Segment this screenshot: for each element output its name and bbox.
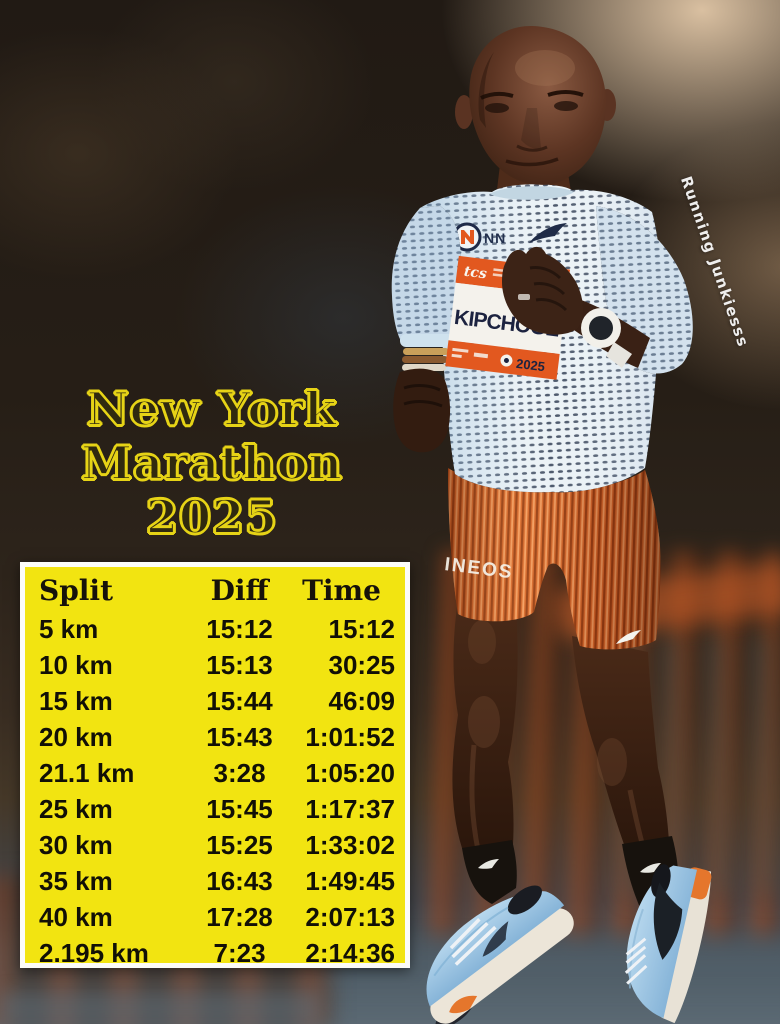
- shirt-collar: [490, 186, 574, 200]
- title-line-2: Marathon: [80, 435, 343, 491]
- bracelet: [403, 348, 449, 355]
- splits-table-body: 5 km 15:12 15:12 10 km 15:13 30:25 15 km 15:44 4…: [35, 611, 397, 971]
- table-row: 40 km 17:28 2:07:13: [35, 899, 397, 935]
- table-row: 21.1 km 3:28 1:05:20: [35, 755, 397, 791]
- table-row: 5 km 15:12 15:12: [35, 611, 397, 647]
- finger-creases: [403, 384, 443, 408]
- cell-split: 5 km: [39, 613, 99, 644]
- cell-time: 1:01:52: [305, 721, 395, 752]
- table-row: 15 km 15:44 46:09: [35, 683, 397, 719]
- splits-table-panel: Split Diff Time 5 km 15:12 15:12 10 km 15:13…: [20, 562, 410, 968]
- cell-diff: 15:43: [206, 721, 273, 752]
- cell-time: 2:07:13: [305, 901, 395, 932]
- table-row: 30 km 15:25 1:33:02: [35, 827, 397, 863]
- finger-creases: [529, 266, 568, 312]
- cell-time: 46:09: [328, 685, 396, 716]
- sleeve-cuff: [400, 334, 460, 347]
- right-shoe: [624, 864, 712, 1024]
- hand: [502, 246, 584, 335]
- cell-time: 15:12: [328, 613, 396, 644]
- nostril-line: [516, 144, 548, 152]
- temple-shadow: [478, 52, 494, 128]
- table-row: 25 km 15:45 1:17:37: [35, 791, 397, 827]
- ring: [518, 294, 530, 300]
- cell-split: 20 km: [39, 721, 113, 752]
- poster-title: New York Marathon 2025: [24, 381, 400, 545]
- table-header-row: Split Diff Time: [35, 569, 397, 611]
- chest-swoosh-icon: [529, 223, 567, 243]
- eye: [554, 101, 578, 111]
- header-diff: Diff: [210, 573, 269, 607]
- splits-table: Split Diff Time 5 km 15:12 15:12 10 km 15:13…: [35, 569, 397, 971]
- cell-split: 10 km: [39, 649, 113, 680]
- eyebrow: [547, 90, 584, 97]
- team-label: NN: [484, 230, 506, 246]
- cell-split: 2.195 km: [39, 937, 149, 968]
- bib-sponsor-label: tcs: [463, 264, 488, 283]
- mouth: [505, 157, 559, 167]
- cell-split: 25 km: [39, 793, 113, 824]
- cell-time: 1:17:37: [305, 793, 395, 824]
- cell-diff: 15:45: [206, 793, 273, 824]
- bracelet: [402, 356, 448, 363]
- cell-diff: 3:28: [213, 757, 266, 788]
- clenched-fist: [393, 368, 451, 453]
- runner-head: [455, 25, 616, 185]
- runner-left-arm: [502, 206, 693, 374]
- runner-watch: [581, 308, 632, 368]
- eyebrow: [480, 91, 514, 100]
- shorts-swoosh-icon: [616, 630, 641, 644]
- cell-diff: 17:28: [206, 901, 273, 932]
- cell-time: 30:25: [328, 649, 396, 680]
- runner-right-arm: [391, 206, 462, 453]
- table-row: 20 km 15:43 1:01:52: [35, 719, 397, 755]
- forehead-highlight: [515, 50, 575, 86]
- left-shoe: [426, 885, 574, 1024]
- bib-year-label: 2025: [515, 356, 546, 374]
- nn-team-logo: NN: [452, 222, 506, 252]
- cell-diff: 16:43: [206, 865, 273, 896]
- cell-diff: 15:25: [206, 829, 273, 860]
- runner-shorts: INEOS: [443, 468, 661, 650]
- cell-split: 35 km: [39, 865, 113, 896]
- cell-split: 40 km: [39, 901, 113, 932]
- cell-diff: 7:23: [213, 937, 266, 968]
- table-row: 10 km 15:13 30:25: [35, 647, 397, 683]
- cell-diff: 15:12: [206, 613, 273, 644]
- table-row: 35 km 16:43 1:49:45: [35, 863, 397, 899]
- nose: [521, 108, 541, 149]
- cell-time: 1:33:02: [305, 829, 395, 860]
- cell-split: 15 km: [39, 685, 113, 716]
- cell-split: 30 km: [39, 829, 113, 860]
- left-ear: [455, 95, 473, 129]
- title-line-3: 2025: [145, 489, 279, 545]
- header-time: Time: [302, 573, 381, 607]
- runner-legs: [452, 600, 670, 882]
- cell-diff: 15:44: [206, 685, 273, 716]
- cell-diff: 15:13: [206, 649, 273, 680]
- title-line-1: New York: [86, 381, 338, 437]
- eye: [485, 103, 509, 113]
- background-road-strip: [0, 992, 320, 1024]
- cell-time: 1:05:20: [305, 757, 395, 788]
- table-row: 2.195 km 7:23 2:14:36: [35, 935, 397, 971]
- header-split: Split: [39, 573, 114, 607]
- cell-time: 1:49:45: [305, 865, 395, 896]
- cell-time: 2:14:36: [305, 937, 395, 968]
- cell-split: 21.1 km: [39, 757, 135, 788]
